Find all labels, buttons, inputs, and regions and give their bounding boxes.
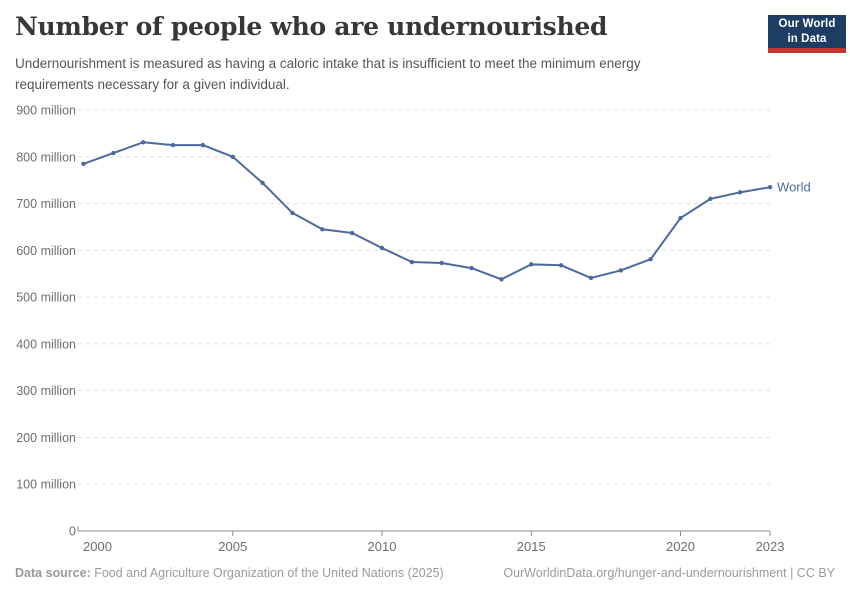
y-tick-label: 700 million	[16, 197, 76, 211]
data-point	[230, 154, 235, 159]
series-end-label: World	[777, 180, 811, 195]
y-tick-label: 600 million	[16, 244, 76, 258]
y-tick-label: 0	[69, 525, 76, 539]
y-tick-label: 100 million	[16, 478, 76, 492]
y-tick-label: 300 million	[16, 384, 76, 398]
data-point	[738, 190, 743, 195]
data-point	[260, 180, 265, 186]
data-point	[409, 259, 415, 265]
data-point	[439, 260, 444, 266]
data-source: Data source: Food and Agriculture Organi…	[15, 566, 444, 580]
data-source-label: Data source:	[15, 566, 91, 580]
x-tick-label: 2020	[666, 539, 695, 554]
owid-logo-line2: in Data	[787, 32, 827, 45]
data-point	[499, 277, 504, 282]
y-tick-label: 800 million	[16, 150, 76, 164]
data-point	[81, 161, 86, 166]
data-point	[349, 230, 355, 236]
data-point	[141, 140, 146, 145]
series-line	[83, 141, 771, 281]
data-source-text: Food and Agriculture Organization of the…	[90, 566, 444, 580]
data-point	[678, 215, 683, 221]
data-point	[588, 275, 594, 281]
page-title: Number of people who are undernourished	[15, 12, 608, 41]
y-tick-label: 900 million	[16, 104, 76, 118]
x-tick-label: 2015	[517, 539, 546, 554]
data-point	[558, 263, 564, 268]
data-point	[529, 262, 534, 267]
chart-subtitle: Undernourishment is measured as having a…	[15, 56, 641, 92]
data-point	[379, 245, 385, 251]
data-point	[469, 265, 474, 271]
data-point	[111, 150, 116, 156]
owid-logo: Our World in Data	[768, 15, 846, 53]
x-tick-label: 2010	[368, 539, 397, 554]
x-tick-label: 2005	[218, 539, 247, 554]
data-point	[708, 196, 713, 202]
data-point	[320, 227, 325, 232]
chart-footer: Data source: Food and Agriculture Organi…	[15, 566, 835, 580]
data-point	[170, 142, 176, 148]
x-tick-label: 2023	[756, 539, 785, 554]
data-point	[648, 257, 653, 262]
data-point	[767, 184, 773, 190]
y-tick-label: 400 million	[16, 337, 76, 351]
data-point	[200, 142, 206, 148]
y-tick-label: 200 million	[16, 431, 76, 445]
source-link: OurWorldinData.org/hunger-and-undernouri…	[503, 566, 835, 580]
x-tick-label: 2000	[83, 539, 112, 554]
data-point	[618, 268, 623, 273]
y-tick-label: 500 million	[16, 291, 76, 305]
data-point	[290, 210, 295, 216]
owid-logo-line1: Our World	[778, 18, 836, 31]
